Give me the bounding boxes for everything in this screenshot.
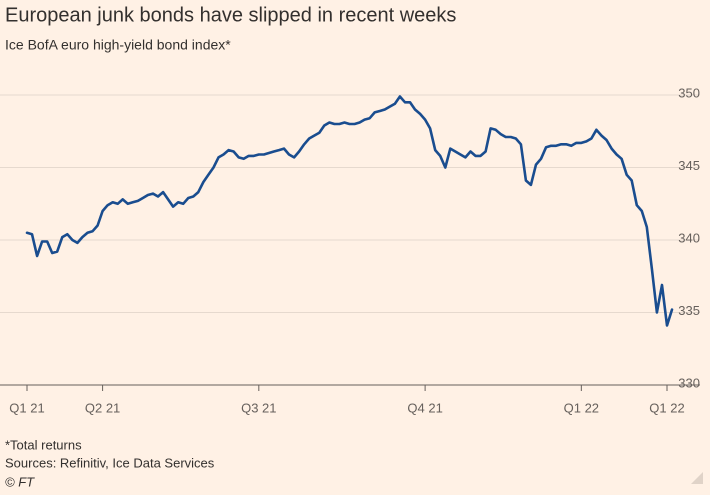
credit: © FT <box>5 474 35 489</box>
y-tick-label: 350 <box>678 85 700 100</box>
resize-icon <box>691 472 703 484</box>
y-tick-label: 330 <box>678 375 700 390</box>
line <box>25 95 674 327</box>
y-tick-label: 340 <box>678 230 700 245</box>
x-tick-label: Q1 22 <box>564 400 599 415</box>
x-tick-label: Q3 21 <box>241 400 276 415</box>
source: Sources: Refinitiv, Ice Data Services <box>5 455 215 470</box>
chart-subtitle: Ice BofA euro high-yield bond index* <box>5 37 231 53</box>
x-tick-label: Q2 21 <box>85 400 120 415</box>
chart-title: European junk bonds have slipped in rece… <box>5 4 456 26</box>
x-tick-label: Q1 21 <box>9 400 44 415</box>
x-tick-label: Q1 22 <box>649 400 684 415</box>
x-tick-label: Q4 21 <box>407 400 442 415</box>
y-tick-label: 335 <box>678 303 700 318</box>
y-tick-label: 345 <box>678 158 700 173</box>
note: *Total returns <box>5 437 82 452</box>
